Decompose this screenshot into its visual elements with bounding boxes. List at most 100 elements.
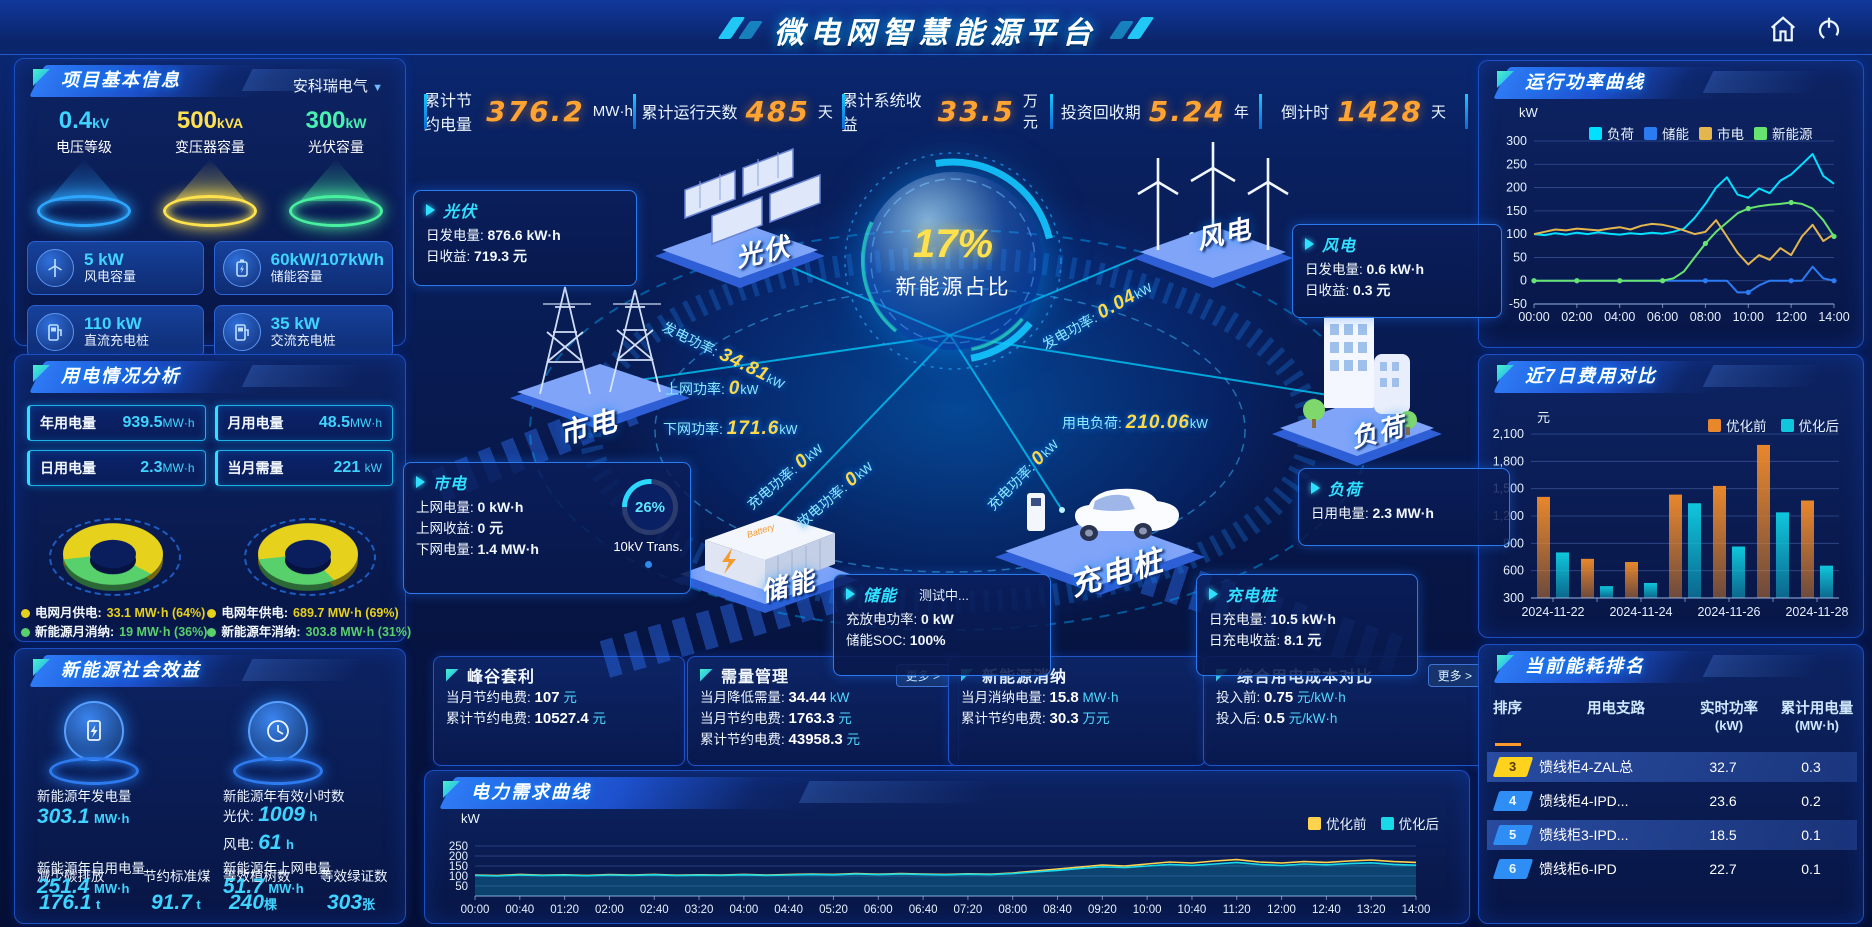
svg-text:10:40: 10:40 [1178, 904, 1207, 916]
panel-energy-ranking: 当前能耗排名 排序 用电支路 实时功率 (kW) 累计用电量 (MW·h) 3 馈线… [1478, 644, 1864, 924]
trees-label: 等效植树数 [223, 869, 291, 884]
svg-text:50: 50 [455, 881, 468, 893]
month-demand-stat: 当月需量 221 kW [214, 450, 393, 486]
svg-text:200: 200 [1506, 181, 1527, 195]
panel-social-benefit: 新能源社会效益 新能源年发电量 303.1 MW·h 新能源年有效小时数 光伏:… [14, 648, 406, 924]
demand-y-unit: kW [461, 811, 480, 826]
svg-text:13:20: 13:20 [1357, 904, 1386, 916]
svg-text:00:00: 00:00 [461, 904, 490, 916]
panel-title: 近7日费用对比 [1525, 366, 1658, 386]
svg-text:2024-11-24: 2024-11-24 [1609, 605, 1672, 619]
svg-text:11:20: 11:20 [1223, 904, 1251, 916]
svg-text:08:00: 08:00 [998, 904, 1027, 916]
legend-storage[interactable]: 储能 [1644, 123, 1689, 143]
coal-value: 91.7 t [151, 891, 201, 914]
svg-text:300: 300 [1503, 591, 1524, 605]
chevron-right-icon [1311, 482, 1320, 494]
table-row[interactable]: 4 馈线柜4-IPD... 23.6 0.2 [1487, 786, 1857, 816]
chevron-right-icon [416, 476, 425, 488]
panel-project-info: 项目基本信息 安科瑞电气 ▼ 0.4kV 电压等级 500kVA 变压器容量 3… [14, 58, 406, 359]
power-icon[interactable] [1812, 14, 1846, 44]
rank-badge: 4 [1492, 791, 1534, 811]
storage-info-card: 储能 测试中... 充放电功率: 0 kW 储能SOC: 100% [833, 574, 1051, 676]
panel-power-curve: 运行功率曲线 kW 负荷 储能 市电 新能源 -50 0 50 100 150 200 25… [1478, 60, 1864, 348]
company-select[interactable]: 安科瑞电气 ▼ [292, 78, 383, 95]
svg-text:12:00: 12:00 [1267, 904, 1296, 916]
peak-valley-card: 峰谷套利 当月节约电费: 107 元 累计节约电费: 10527.4 元 [433, 656, 685, 766]
new-energy-share-label: 新能源占比 [895, 275, 1011, 299]
legend-grid-year[interactable]: 电网年供电: 689.7 MW·h (69%) [207, 604, 411, 623]
legend-grid-month[interactable]: 电网月供电: 33.1 MW·h (64%) [21, 604, 207, 623]
gen-value: 303.1 MW·h [37, 805, 130, 828]
storage-status: 测试中... [919, 587, 969, 603]
legend-newenergy-month[interactable]: 新能源月消纳: 19 MW·h (36%) [21, 623, 207, 642]
svg-text:2024-11-26: 2024-11-26 [1697, 605, 1760, 619]
legend-newenergy-year[interactable]: 新能源年消纳: 303.8 MW·h (31%) [207, 623, 411, 642]
dc-charger-card: 110 kW 直流充电桩 [27, 305, 204, 359]
cost-y-unit: 元 [1537, 410, 1551, 425]
svg-text:00:40: 00:40 [505, 904, 534, 916]
co2-value: 176.1 t [39, 891, 101, 914]
grid-node-illustration [510, 286, 690, 430]
storage-node-illustration: Battery [672, 515, 858, 613]
svg-text:04:40: 04:40 [774, 904, 803, 916]
panel-demand-curve: 电力需求曲线 kW 优化前 优化后 50 100 150 200 250 00:00 00:… [424, 770, 1470, 924]
legend-load[interactable]: 负荷 [1589, 123, 1634, 143]
cert-value: 303张 [327, 891, 376, 914]
svg-text:-50: -50 [1509, 297, 1527, 311]
month-supply-donut [38, 500, 188, 600]
pv-info-card: 光伏 日发电量: 876.6 kW·h 日收益: 719.3 元 [413, 190, 637, 286]
svg-text:02:00: 02:00 [595, 904, 624, 916]
svg-text:250: 250 [449, 841, 468, 853]
table-row[interactable]: 6 馈线柜6-IPD 22.7 0.1 [1487, 854, 1857, 880]
cost-compare-chart: 3006009001,2001,5001,8002,1002024-11-222… [1493, 427, 1849, 619]
solar-battery-pedestal [39, 701, 149, 785]
charger-info-card: 充电桩 日充电量: 10.5 kW·h 日充电收益: 8.1 元 [1196, 574, 1418, 676]
svg-text:00:00: 00:00 [1518, 310, 1549, 324]
pv-hours: 光伏: 1009 h [223, 803, 318, 826]
panel-title: 电力需求曲线 [471, 782, 591, 802]
legend-after[interactable]: 优化后 [1780, 415, 1839, 435]
new-energy-share-percent: 17% [912, 221, 994, 266]
ac-charger-card: 35 kW 交流充电桩 [213, 305, 393, 359]
svg-text:02:00: 02:00 [1561, 310, 1592, 324]
solar-battery-icon [64, 701, 124, 761]
wind-hours: 风电: 61 h [223, 831, 294, 854]
svg-text:04:00: 04:00 [729, 904, 758, 916]
panel-title: 新能源社会效益 [61, 660, 201, 680]
new-energy-share-hub: 17% 新能源占比 [838, 146, 1068, 376]
panel-cost-compare: 近7日费用对比 元 优化前 优化后 3006009001,2001,5001,8… [1478, 354, 1864, 638]
legend-after[interactable]: 优化后 [1380, 813, 1439, 833]
battery-icon [222, 249, 261, 287]
ranking-header: 排序 用电支路 实时功率 (kW) 累计用电量 (MW·h) [1493, 701, 1854, 733]
wind-capacity-card: 5 kW 风电容量 [27, 241, 204, 295]
panel-power-analysis: 用电情况分析 年用电量 939.5MW·h 月用电量 48.5MW·h 日用电量 2.… [14, 354, 411, 642]
svg-text:06:00: 06:00 [1647, 310, 1678, 324]
to-grid-flow: 上网功率: 0kW [665, 378, 759, 399]
clock-icon [248, 701, 308, 761]
legend-before[interactable]: 优化前 [1708, 415, 1767, 435]
svg-text:14:00: 14:00 [1818, 310, 1849, 324]
ongrid-value: 51.7 MW·h [223, 875, 304, 898]
table-row[interactable]: 3 馈线柜4-ZAL总 32.7 0.3 [1487, 752, 1857, 782]
table-row[interactable]: 5 馈线柜3-IPD... 18.5 0.1 [1487, 820, 1857, 850]
title-ornament-left [717, 16, 764, 44]
svg-text:150: 150 [449, 861, 468, 873]
svg-text:2024-11-28: 2024-11-28 [1785, 605, 1848, 619]
svg-text:03:20: 03:20 [685, 904, 714, 916]
load-node-illustration [1272, 316, 1442, 466]
legend-grid[interactable]: 市电 [1699, 123, 1744, 143]
home-icon[interactable] [1766, 14, 1800, 44]
svg-text:0: 0 [1520, 274, 1527, 288]
panel-title: 当前能耗排名 [1525, 656, 1645, 676]
svg-text:100: 100 [449, 871, 468, 883]
svg-text:50: 50 [1513, 250, 1527, 264]
chevron-right-icon [426, 204, 435, 216]
svg-text:04:00: 04:00 [1604, 310, 1635, 324]
ranking-scroll-hint [1495, 743, 1521, 746]
svg-text:600: 600 [1503, 564, 1524, 578]
legend-newenergy[interactable]: 新能源 [1754, 123, 1813, 143]
from-grid-flow: 下网功率: 171.6kW [663, 418, 798, 439]
legend-before[interactable]: 优化前 [1308, 813, 1367, 833]
wind-node-illustration [1133, 142, 1293, 288]
